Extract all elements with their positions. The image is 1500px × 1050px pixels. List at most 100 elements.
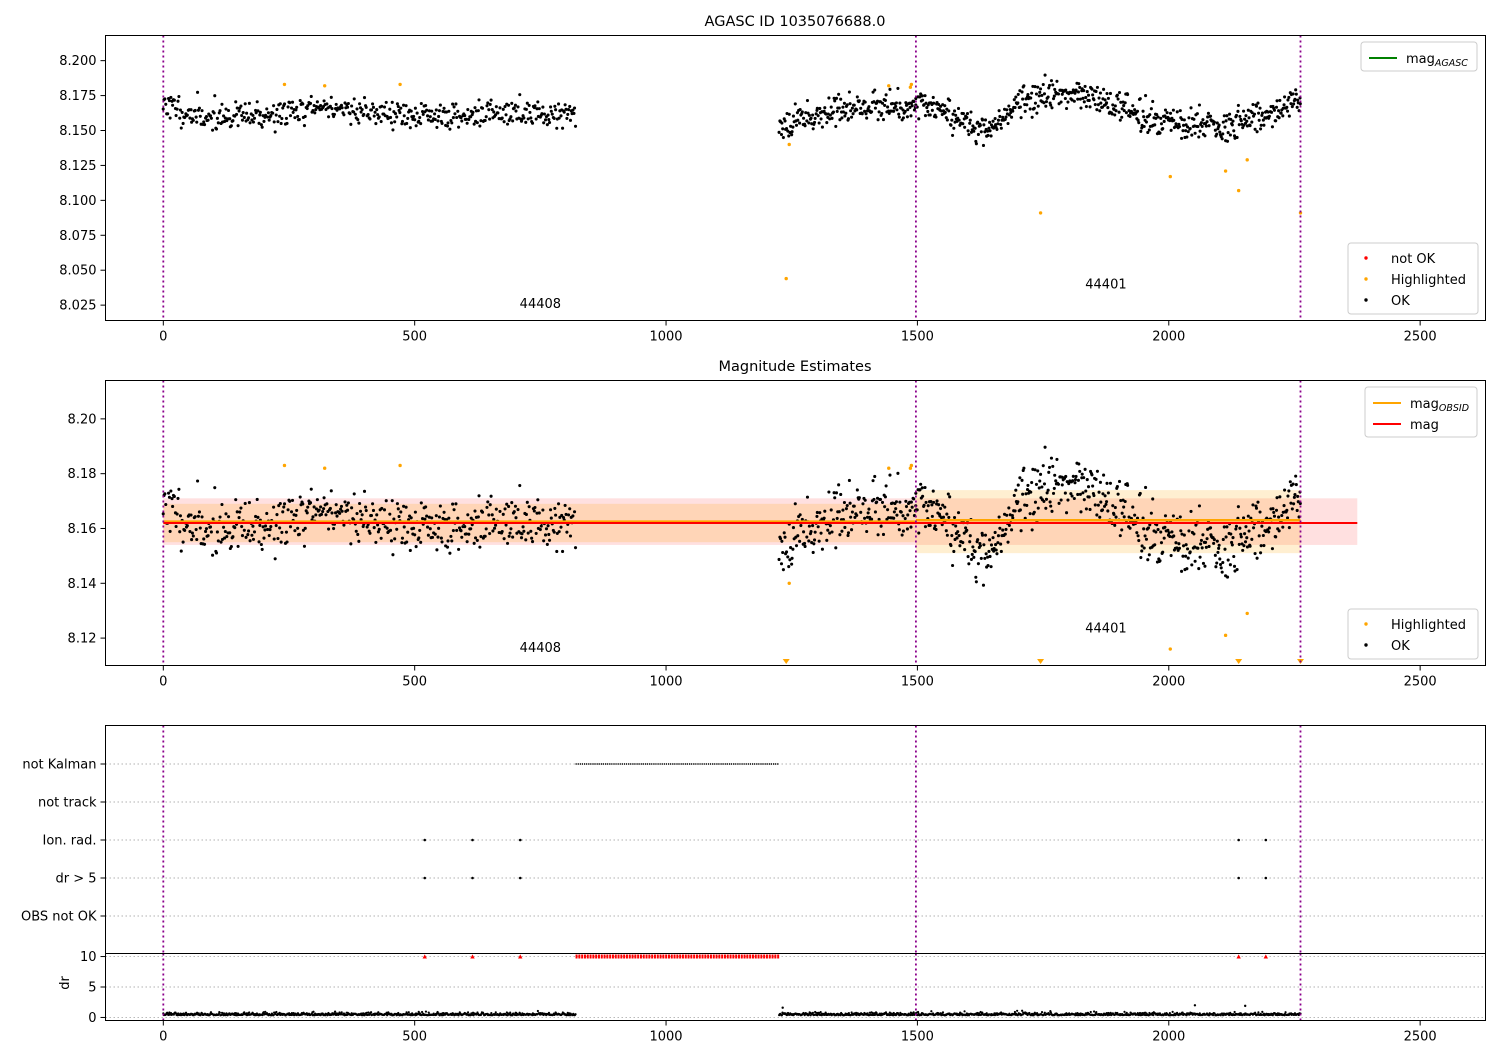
ok-point xyxy=(402,504,406,508)
ok-point xyxy=(329,95,333,99)
ok-point xyxy=(1174,122,1178,126)
ok-point xyxy=(970,552,974,556)
ok-point xyxy=(803,544,807,549)
ok-point xyxy=(371,502,375,506)
ok-point xyxy=(251,120,256,124)
ok-point xyxy=(815,514,819,518)
ok-point xyxy=(309,487,313,491)
dr-point xyxy=(1257,1011,1260,1014)
ok-point xyxy=(1033,468,1037,472)
ok-point xyxy=(1225,525,1229,529)
ok-point xyxy=(973,549,977,554)
flag-point xyxy=(518,838,522,842)
ok-point xyxy=(211,553,215,557)
ok-point xyxy=(1277,116,1281,120)
ok-point xyxy=(849,109,853,113)
ok-point xyxy=(1041,464,1045,468)
highlighted-point xyxy=(398,463,402,468)
ok-point xyxy=(338,511,342,515)
ok-point xyxy=(350,104,354,108)
ok-point xyxy=(520,532,524,536)
ok-point xyxy=(811,550,815,555)
ok-point xyxy=(1270,547,1274,551)
ok-point xyxy=(1177,542,1181,546)
ok-point xyxy=(1153,123,1157,127)
ok-point xyxy=(376,113,380,117)
ok-point xyxy=(1032,106,1036,110)
ok-point xyxy=(939,104,943,108)
ok-point xyxy=(841,518,845,522)
ok-point xyxy=(1149,107,1153,111)
obsid-label: 44408 xyxy=(520,297,561,312)
ok-point xyxy=(976,132,980,137)
ok-point xyxy=(1033,500,1038,504)
ok-point xyxy=(269,525,273,529)
ok-point xyxy=(976,120,980,124)
ok-point xyxy=(469,527,473,531)
ok-point xyxy=(971,545,975,549)
dr-point xyxy=(509,1011,512,1014)
ok-point xyxy=(437,515,441,519)
ok-point xyxy=(1042,499,1046,503)
ok-point xyxy=(430,109,434,113)
ok-point xyxy=(1137,539,1141,543)
ok-point xyxy=(536,498,540,502)
ok-point xyxy=(237,109,241,113)
ok-point xyxy=(1082,476,1086,480)
ok-point xyxy=(161,512,165,516)
ok-point xyxy=(900,533,904,537)
ok-point xyxy=(814,112,818,116)
x-tick-label: 500 xyxy=(402,1030,427,1045)
ok-point xyxy=(1234,113,1239,117)
ok-point xyxy=(234,100,238,104)
ok-point xyxy=(850,115,854,119)
ok-point xyxy=(380,506,384,510)
ok-point xyxy=(355,107,359,111)
ok-point xyxy=(1206,111,1210,115)
ok-point xyxy=(923,525,928,529)
ok-point xyxy=(1023,109,1027,113)
ok-point xyxy=(993,530,997,535)
legend-point-swatch xyxy=(1364,256,1368,260)
ok-point xyxy=(943,110,947,114)
ok-point xyxy=(1047,470,1051,474)
ok-point xyxy=(418,115,422,120)
ok-point xyxy=(466,513,470,517)
ok-point xyxy=(242,528,246,532)
ok-point xyxy=(1180,117,1184,121)
ok-point xyxy=(1235,135,1239,140)
flag-row-label: OBS not OK xyxy=(21,910,97,925)
ok-point xyxy=(263,528,267,532)
ok-point xyxy=(334,511,338,515)
ok-point xyxy=(360,513,364,517)
ok-point xyxy=(1212,541,1216,545)
ok-point xyxy=(881,118,886,122)
ok-point xyxy=(1217,543,1221,547)
ok-point xyxy=(342,523,346,527)
ok-point xyxy=(1039,472,1043,476)
ok-point xyxy=(1113,523,1117,527)
flag-row-label: dr > 5 xyxy=(55,872,96,887)
ok-point xyxy=(226,515,231,519)
ok-point xyxy=(301,528,305,532)
ok-point xyxy=(453,112,457,116)
ok-point xyxy=(356,118,360,122)
ok-point xyxy=(260,125,264,129)
ok-point xyxy=(1185,547,1190,551)
ok-point xyxy=(903,109,907,114)
ok-point xyxy=(1123,101,1127,105)
ok-point xyxy=(932,101,936,105)
dr-point xyxy=(1013,1010,1017,1014)
ok-point xyxy=(1250,120,1254,124)
ok-point xyxy=(1050,509,1054,513)
ok-point xyxy=(1281,525,1285,529)
ok-point xyxy=(1228,563,1232,567)
dr-point xyxy=(1243,1004,1247,1008)
ok-point xyxy=(1278,495,1282,499)
ok-point xyxy=(1147,553,1151,557)
ok-point xyxy=(438,103,442,107)
ok-point xyxy=(332,112,337,116)
ok-point xyxy=(1120,107,1124,111)
ok-point xyxy=(475,538,479,542)
